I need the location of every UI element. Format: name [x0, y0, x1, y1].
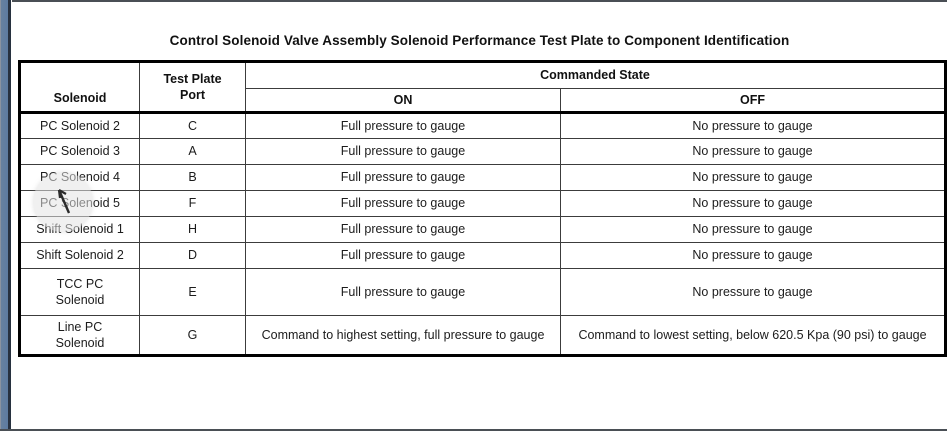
column-header-test-plate-port: Test Plate Port — [139, 61, 246, 113]
cell-on-state: Full pressure to gauge — [245, 164, 561, 191]
cell-on-state: Full pressure to gauge — [245, 242, 561, 269]
cell-off-state: Command to lowest setting, below 620.5 K… — [560, 315, 946, 356]
cell-on-state: Full pressure to gauge — [245, 138, 561, 165]
table-row: PC Solenoid 3 A Full pressure to gauge N… — [19, 138, 946, 165]
header-row-on-off: ON OFF — [20, 88, 946, 113]
column-header-solenoid: Solenoid — [19, 61, 140, 113]
cell-off-state: No pressure to gauge — [560, 190, 946, 217]
cell-off-state: No pressure to gauge — [560, 164, 946, 191]
column-header-on: ON — [245, 88, 561, 113]
table-row: PC Solenoid 5 F Full pressure to gauge N… — [19, 190, 946, 217]
cell-solenoid: PC Solenoid 5 — [19, 190, 140, 217]
cell-solenoid: PC Solenoid 4 — [19, 164, 140, 191]
cell-on-state: Full pressure to gauge — [245, 190, 561, 217]
bottom-border-line — [0, 429, 947, 431]
table-row: TCC PC Solenoid E Full pressure to gauge… — [19, 268, 946, 316]
column-header-commanded-state: Commanded State — [245, 61, 946, 89]
table-row: PC Solenoid 4 B Full pressure to gauge N… — [19, 164, 946, 191]
cell-on-state: Full pressure to gauge — [245, 111, 561, 139]
column-header-off: OFF — [560, 88, 946, 113]
table-row: PC Solenoid 2 C Full pressure to gauge N… — [19, 111, 946, 139]
cell-off-state: No pressure to gauge — [560, 216, 946, 243]
cell-port: F — [139, 190, 246, 217]
cell-off-state: No pressure to gauge — [560, 242, 946, 269]
cell-solenoid: Line PC Solenoid — [19, 315, 140, 356]
cell-solenoid: Shift Solenoid 1 — [19, 216, 140, 243]
cell-on-state: Full pressure to gauge — [245, 268, 561, 316]
page-title: Control Solenoid Valve Assembly Solenoid… — [169, 33, 790, 48]
header-row-commanded-state: Solenoid Test Plate Port Commanded State — [19, 61, 946, 113]
table-row: Line PC Solenoid G Command to highest se… — [19, 315, 946, 356]
window-edge-strip — [0, 0, 12, 431]
cell-port: C — [139, 111, 246, 139]
cell-port: E — [139, 268, 246, 316]
cell-port: G — [139, 315, 246, 356]
cell-port: D — [139, 242, 246, 269]
cell-off-state: No pressure to gauge — [560, 268, 946, 316]
cell-off-state: No pressure to gauge — [560, 138, 946, 165]
cell-solenoid: Shift Solenoid 2 — [19, 242, 140, 269]
table-row: Shift Solenoid 2 D Full pressure to gaug… — [19, 242, 946, 269]
cell-off-state: No pressure to gauge — [560, 111, 946, 139]
cell-solenoid: PC Solenoid 2 — [19, 111, 140, 139]
solenoid-performance-table: Solenoid Test Plate Port Commanded State… — [18, 60, 947, 357]
cell-port: A — [139, 138, 246, 165]
cell-on-state: Command to highest setting, full pressur… — [245, 315, 561, 356]
cell-solenoid: TCC PC Solenoid — [19, 268, 140, 316]
cell-port: H — [139, 216, 246, 243]
cell-solenoid: PC Solenoid 3 — [19, 138, 140, 165]
table-row: Shift Solenoid 1 H Full pressure to gaug… — [19, 216, 946, 243]
cell-on-state: Full pressure to gauge — [245, 216, 561, 243]
cell-port: B — [139, 164, 246, 191]
top-border-line — [0, 0, 947, 2]
